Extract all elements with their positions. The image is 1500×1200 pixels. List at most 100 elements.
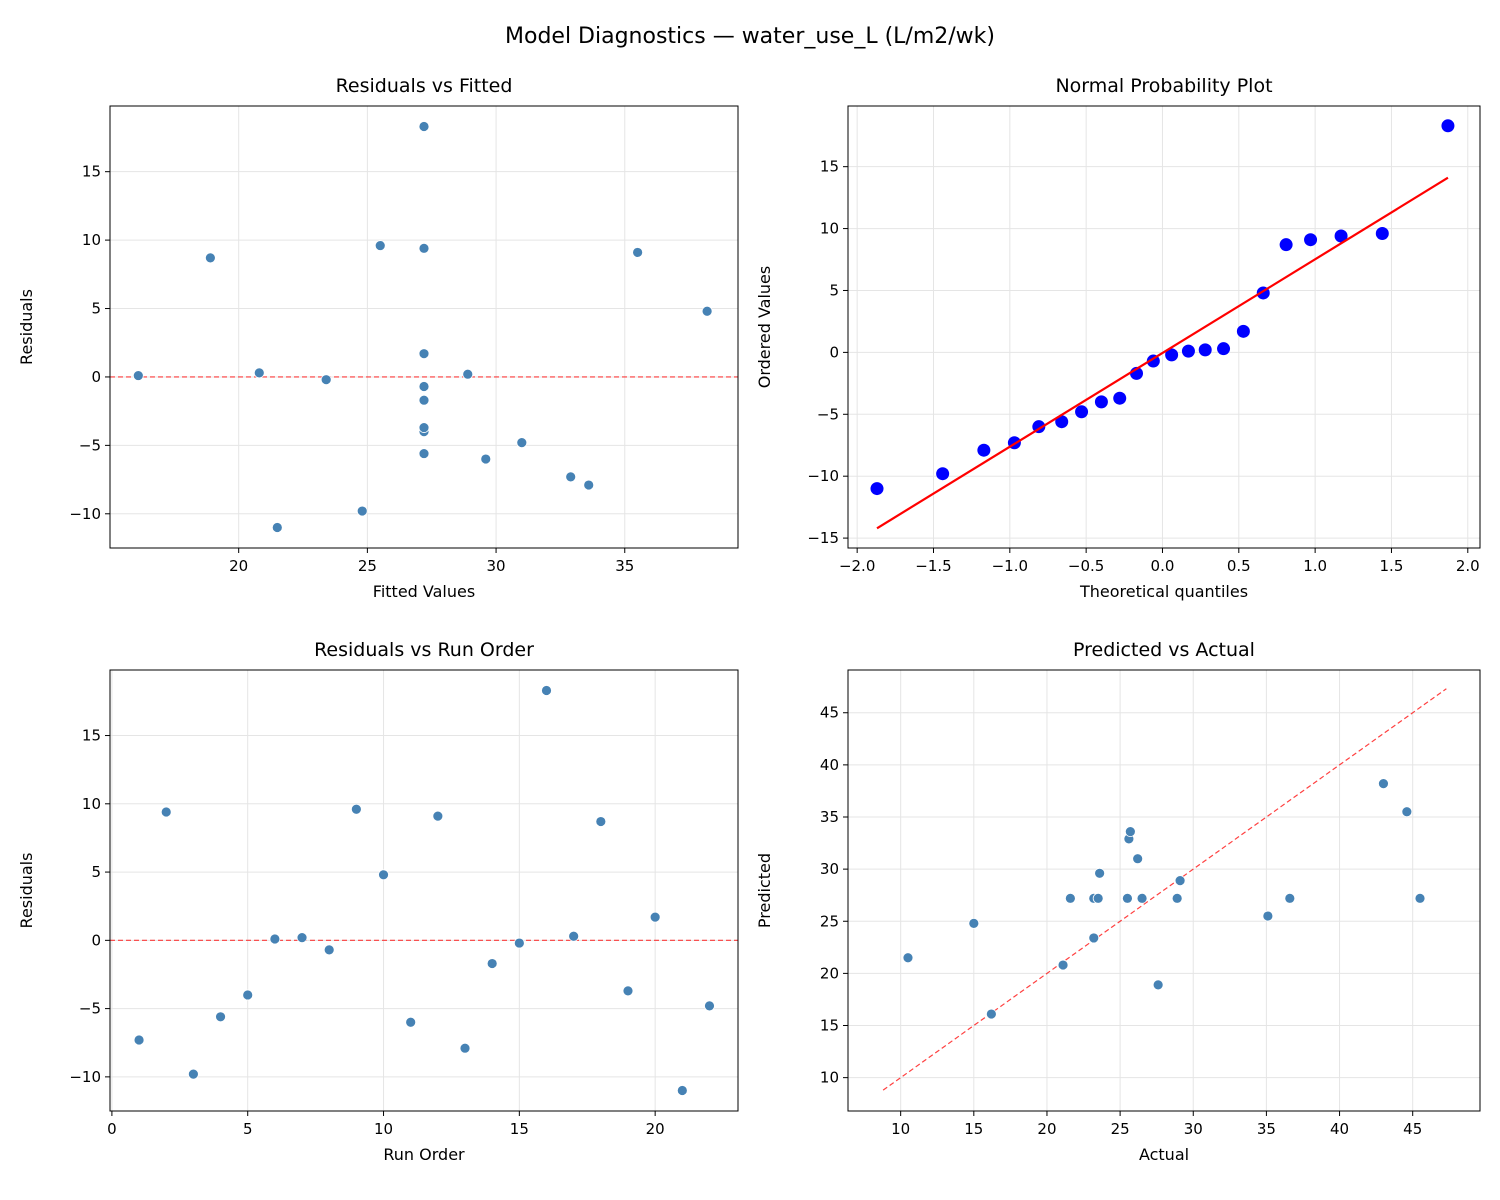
data-point (1236, 324, 1250, 338)
data-point (480, 453, 492, 465)
data-point (1441, 119, 1455, 133)
data-point (1136, 892, 1148, 904)
data-point (242, 989, 254, 1001)
subplot-3: 0 5 10 15 20 −10 −5 0 5 10 15 Residuals vs Run Orde… (17, 639, 739, 1164)
y-tick-label: −5 (79, 436, 101, 454)
identity-reference-line (882, 688, 1447, 1091)
x-tick-label: 40 (1330, 1120, 1349, 1138)
subplot-title: Residuals vs Run Order (314, 639, 534, 661)
y-tick-label: 30 (820, 860, 839, 878)
data-point (462, 368, 474, 380)
data-point (296, 932, 308, 944)
y-axis-label: Residuals (17, 853, 36, 929)
x-axis-label: Actual (1139, 1145, 1189, 1164)
y-axis-label: Predicted (755, 853, 774, 928)
data-point (1094, 395, 1108, 409)
y-tick-label: −10 (69, 505, 101, 523)
y-tick-label: 0 (91, 368, 101, 386)
x-tick-label: −2.0 (839, 557, 875, 575)
x-tick-label: 20 (646, 1120, 665, 1138)
data-point (132, 370, 144, 381)
data-point (1152, 979, 1164, 991)
data-point (902, 952, 914, 964)
data-point (269, 933, 281, 945)
y-tick-label: −10 (807, 467, 839, 485)
data-point (1113, 391, 1127, 405)
data-point (418, 242, 430, 254)
fit-line (876, 176, 1449, 530)
data-point (513, 937, 525, 949)
data-point (204, 252, 216, 264)
data-point (565, 471, 577, 483)
x-tick-label: −1.0 (992, 557, 1028, 575)
y-tick-label: −15 (807, 529, 839, 547)
x-tick-label: 35 (615, 557, 634, 575)
data-point (418, 422, 430, 433)
x-axis-label: Theoretical quantiles (1079, 582, 1248, 601)
data-point (1088, 932, 1100, 944)
y-tick-label: 35 (820, 808, 839, 826)
x-tick-label: 15 (964, 1120, 983, 1138)
data-point (432, 810, 444, 822)
x-tick-label: 1.5 (1380, 557, 1404, 575)
data-point (320, 374, 332, 386)
x-tick-label: 25 (358, 557, 377, 575)
data-point (870, 482, 884, 496)
data-point (1075, 405, 1089, 419)
x-tick-label: 2.0 (1456, 557, 1480, 575)
x-tick-label: 30 (487, 557, 506, 575)
data-point (1094, 867, 1106, 879)
data-point (1375, 227, 1389, 241)
y-tick-label: 20 (820, 964, 839, 982)
x-tick-label: 25 (1111, 1120, 1130, 1138)
data-point (215, 1011, 226, 1023)
y-tick-label: 10 (82, 795, 101, 813)
data-point (1334, 229, 1348, 243)
subplot-title: Residuals vs Fitted (336, 75, 513, 97)
data-point (459, 1042, 471, 1054)
x-tick-label: 20 (229, 557, 248, 575)
data-point (1174, 875, 1186, 886)
data-point (1414, 892, 1426, 904)
data-point (1057, 959, 1069, 971)
data-point (568, 930, 580, 942)
data-point (356, 505, 368, 517)
subplot-1: 20 25 30 35 −10 −5 0 5 10 15 Residuals vs Fitted Fi… (17, 75, 739, 601)
data-point (583, 479, 595, 491)
data-point (936, 467, 950, 481)
data-point (1124, 826, 1136, 837)
data-point (701, 305, 713, 317)
x-tick-label: 35 (1257, 1120, 1276, 1138)
data-point (1284, 892, 1296, 904)
x-tick-label: −1.5 (915, 557, 951, 575)
x-tick-label: 20 (1037, 1120, 1056, 1138)
y-tick-label: 0 (91, 931, 101, 949)
data-point (632, 247, 644, 258)
data-point (704, 1000, 715, 1012)
data-point (985, 1008, 997, 1020)
data-point (595, 816, 607, 827)
x-axis-label: Run Order (383, 1145, 465, 1164)
data-point (418, 121, 430, 132)
data-point (541, 685, 552, 696)
y-tick-label: 15 (820, 1017, 839, 1035)
data-point (323, 944, 335, 956)
data-point (374, 240, 386, 251)
x-axis-label: Fitted Values (373, 582, 475, 601)
y-tick-label: 5 (829, 281, 839, 299)
data-point (1092, 892, 1104, 904)
data-point (1122, 892, 1133, 904)
data-point (1181, 344, 1195, 358)
data-point (977, 443, 991, 457)
x-tick-label: −0.5 (1068, 557, 1104, 575)
data-point (405, 1016, 417, 1028)
y-tick-label: 25 (820, 912, 839, 930)
data-point (1304, 233, 1318, 247)
x-tick-label: 0 (107, 1120, 117, 1138)
data-point (253, 367, 265, 379)
data-point (622, 985, 634, 997)
x-tick-label: 45 (1403, 1120, 1422, 1138)
y-tick-label: 15 (82, 727, 101, 745)
x-tick-label: 5 (243, 1120, 253, 1138)
